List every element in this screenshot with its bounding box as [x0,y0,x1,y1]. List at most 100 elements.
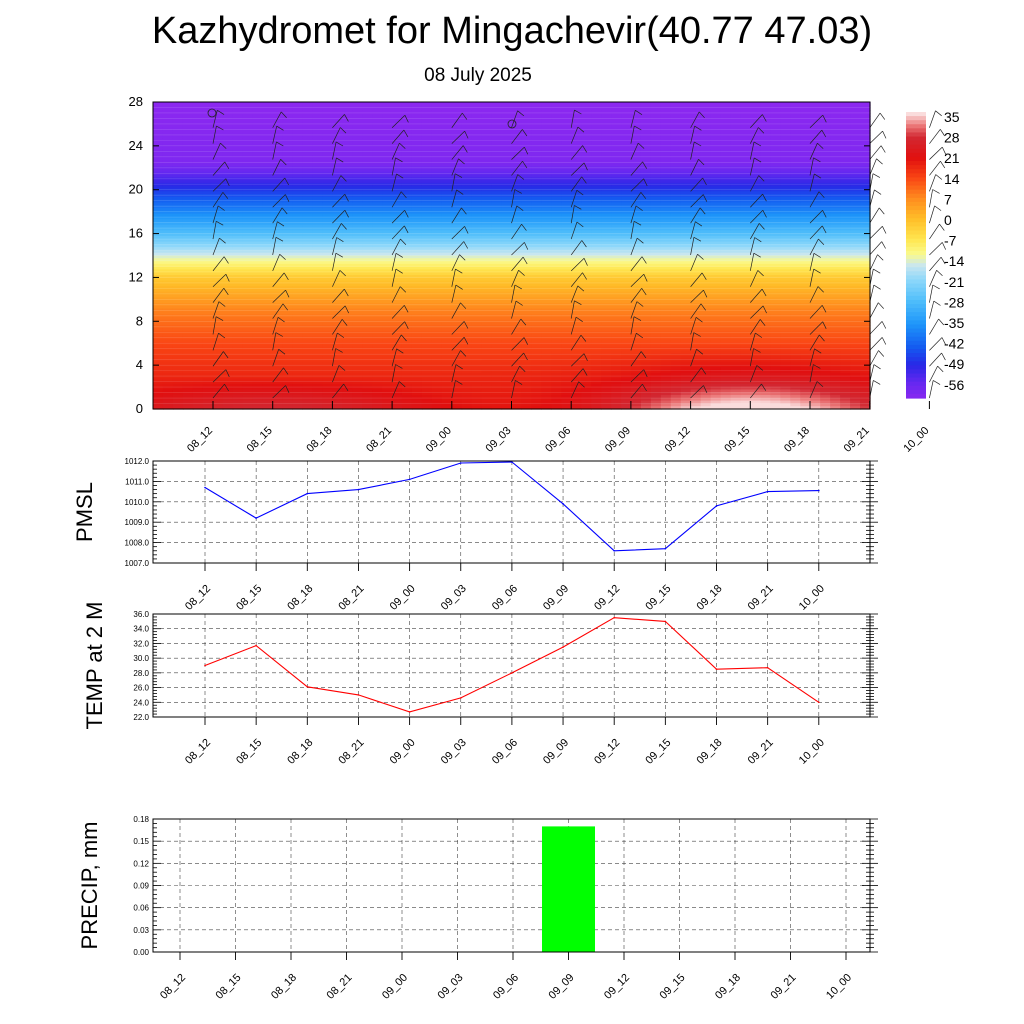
heatmap-cell [153,252,164,257]
heatmap-cell [491,375,503,379]
heatmap-cell [541,266,552,271]
heatmap-cell [292,188,303,192]
heatmap-cell [262,208,274,212]
heatmap-cell [421,202,433,206]
heatmap-cell [491,124,503,128]
heatmap-cell [581,141,592,145]
heatmap-cell [242,261,254,265]
heatmap-cell [342,219,353,223]
heatmap-cell [372,149,383,153]
heatmap-cell [282,143,294,148]
heatmap-cell [392,104,403,109]
heatmap-cell [571,395,582,399]
heatmap-cell [411,395,423,399]
heatmap-cell [272,188,284,192]
heatmap-cell [222,168,234,173]
heatmap-cell [182,205,194,209]
heatmap-cell [242,314,254,318]
heatmap-cell [411,255,423,259]
heatmap-cell [461,364,473,368]
heatmap-cell [222,400,234,405]
heatmap-cell [302,261,313,265]
heatmap-cell [162,328,174,332]
heatmap-cell [501,185,513,190]
heatmap-cell [242,347,254,351]
heatmap-cell [272,272,284,276]
heatmap-cell [591,132,602,137]
heatmap-cell [202,369,214,374]
heatmap-cell [571,353,582,357]
heatmap-cell [392,316,403,321]
heatmap-cell [242,177,254,181]
heatmap-cell [411,213,423,218]
heatmap-cell [172,406,184,410]
heatmap-cell [332,168,343,173]
heatmap-cell [372,261,383,265]
heatmap-cell [531,180,542,184]
heatmap-cell [162,194,174,198]
heatmap-cell [372,163,383,167]
heatmap-cell [352,121,363,125]
heatmap-cell [382,222,393,226]
heatmap-cell [431,353,443,357]
heatmap-cell [551,113,562,117]
heatmap-cell [581,102,592,106]
heatmap-cell [411,224,423,229]
heatmap-cell [312,110,323,114]
heatmap-cell [342,146,353,151]
heatmap-cell [252,400,264,405]
heatmap-cell [272,319,284,324]
heatmap-cell [312,339,323,343]
heatmap-cell [172,157,184,162]
heatmap-cell [292,230,303,234]
heatmap-cell [461,157,473,162]
heatmap-cell [153,261,164,265]
heatmap-cell [212,291,224,296]
heatmap-cell [551,163,562,167]
heatmap-cell [481,199,493,204]
heatmap-cell [322,305,333,310]
heatmap-cell [372,224,383,229]
heatmap-cell [511,344,523,349]
heatmap-cell [182,350,194,354]
heatmap-cell [282,168,294,173]
heatmap-cell [252,263,264,268]
heatmap-cell [182,127,194,131]
heatmap-cell [192,233,204,237]
heatmap-cell [431,344,443,349]
heatmap-cell [491,392,503,396]
heatmap-cell [561,174,572,178]
heatmap-cell [172,400,184,405]
heatmap-cell [302,143,313,148]
heatmap-cell [392,230,403,234]
heatmap-cell [172,344,184,349]
heatmap-cell [382,196,393,201]
heatmap-cell [501,252,513,257]
heatmap-cell [192,328,204,332]
heatmap-cell [272,269,284,273]
heatmap-cell [262,143,274,148]
heatmap-cell [411,342,423,346]
heatmap-cell [352,277,363,282]
heatmap-cell [252,113,264,117]
heatmap-cell [581,383,592,388]
heatmap-cell [282,269,294,273]
heatmap-cell [252,194,264,198]
heatmap-cell [202,328,214,332]
heatmap-cell [581,241,592,245]
heatmap-cell [372,104,383,109]
heatmap-cell [232,216,244,220]
heatmap-cell [212,353,224,357]
heatmap-cell [242,300,254,304]
heatmap-cell [182,160,194,164]
heatmap-cell [322,182,333,187]
heatmap-cell [571,358,582,363]
heatmap-cell [292,358,303,363]
heatmap-cell [471,149,483,153]
heatmap-cell [232,364,244,368]
heatmap-cell [481,155,493,159]
heatmap-cell [521,342,533,346]
heatmap-cell [262,386,274,391]
heatmap-cell [511,297,523,301]
heatmap-cell [581,325,592,329]
